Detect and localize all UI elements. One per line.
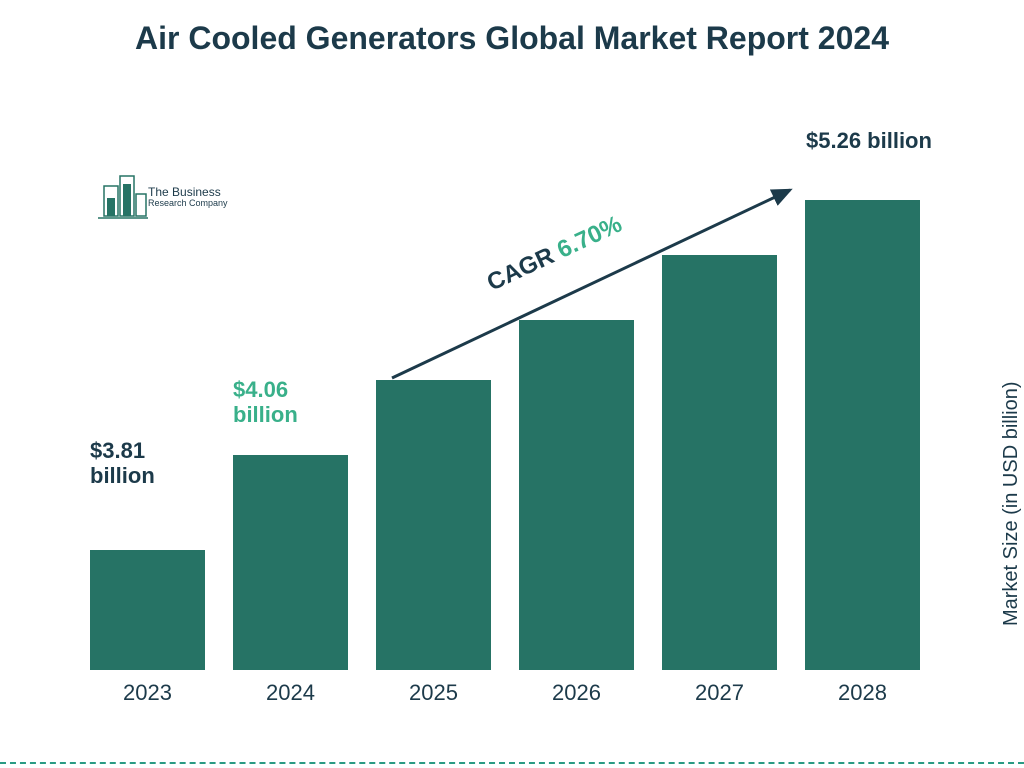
bar — [376, 380, 491, 670]
bar-chart: 202320242025202620272028 — [90, 150, 940, 710]
x-tick-label: 2025 — [376, 680, 491, 706]
bar — [662, 255, 777, 670]
chart-title: Air Cooled Generators Global Market Repo… — [0, 18, 1024, 58]
bottom-divider — [0, 762, 1024, 764]
bar — [233, 455, 348, 670]
bar-wrap: 2025 — [376, 380, 491, 670]
value-label: $4.06billion — [233, 377, 298, 428]
value-label: $3.81billion — [90, 438, 155, 489]
bar-wrap: 2026 — [519, 320, 634, 670]
value-label: $5.26 billion — [806, 128, 932, 153]
bar-wrap: 2028 — [805, 200, 920, 670]
bar — [805, 200, 920, 670]
bar-wrap: 2024 — [233, 455, 348, 670]
x-tick-label: 2027 — [662, 680, 777, 706]
bars-container: 202320242025202620272028 — [90, 170, 920, 670]
x-tick-label: 2026 — [519, 680, 634, 706]
bar — [519, 320, 634, 670]
x-tick-label: 2023 — [90, 680, 205, 706]
x-tick-label: 2028 — [805, 680, 920, 706]
x-tick-label: 2024 — [233, 680, 348, 706]
bar — [90, 550, 205, 670]
y-axis-label: Market Size (in USD billion) — [1001, 382, 1024, 627]
bar-wrap: 2023 — [90, 550, 205, 670]
bar-wrap: 2027 — [662, 255, 777, 670]
